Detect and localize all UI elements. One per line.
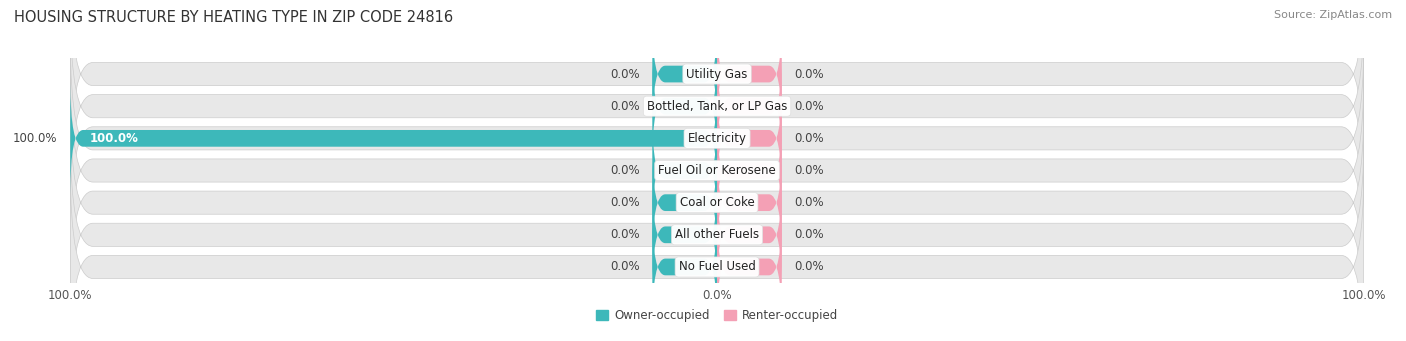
FancyBboxPatch shape (717, 50, 782, 162)
FancyBboxPatch shape (652, 18, 717, 130)
Text: Bottled, Tank, or LP Gas: Bottled, Tank, or LP Gas (647, 100, 787, 113)
Text: 100.0%: 100.0% (90, 132, 139, 145)
Text: 100.0%: 100.0% (13, 132, 58, 145)
Text: Coal or Coke: Coal or Coke (679, 196, 755, 209)
Text: 0.0%: 0.0% (794, 100, 824, 113)
FancyBboxPatch shape (70, 0, 1364, 175)
FancyBboxPatch shape (717, 211, 782, 323)
Text: Fuel Oil or Kerosene: Fuel Oil or Kerosene (658, 164, 776, 177)
Text: 0.0%: 0.0% (610, 68, 640, 80)
FancyBboxPatch shape (70, 166, 1364, 341)
Text: Source: ZipAtlas.com: Source: ZipAtlas.com (1274, 10, 1392, 20)
Text: 0.0%: 0.0% (794, 164, 824, 177)
FancyBboxPatch shape (717, 147, 782, 258)
Text: 0.0%: 0.0% (794, 228, 824, 241)
Text: 0.0%: 0.0% (794, 261, 824, 273)
FancyBboxPatch shape (70, 134, 1364, 336)
Text: 0.0%: 0.0% (794, 68, 824, 80)
FancyBboxPatch shape (70, 38, 1364, 239)
FancyBboxPatch shape (70, 70, 1364, 271)
Text: 0.0%: 0.0% (610, 164, 640, 177)
Text: HOUSING STRUCTURE BY HEATING TYPE IN ZIP CODE 24816: HOUSING STRUCTURE BY HEATING TYPE IN ZIP… (14, 10, 453, 25)
FancyBboxPatch shape (652, 179, 717, 291)
FancyBboxPatch shape (717, 18, 782, 130)
FancyBboxPatch shape (717, 83, 782, 194)
FancyBboxPatch shape (652, 50, 717, 162)
FancyBboxPatch shape (652, 211, 717, 323)
Text: 0.0%: 0.0% (794, 196, 824, 209)
Text: 0.0%: 0.0% (794, 132, 824, 145)
Text: 0.0%: 0.0% (610, 228, 640, 241)
Text: 0.0%: 0.0% (610, 100, 640, 113)
FancyBboxPatch shape (652, 115, 717, 226)
Text: No Fuel Used: No Fuel Used (679, 261, 755, 273)
FancyBboxPatch shape (70, 83, 717, 194)
Text: 0.0%: 0.0% (610, 196, 640, 209)
FancyBboxPatch shape (717, 179, 782, 291)
FancyBboxPatch shape (70, 102, 1364, 303)
Text: Utility Gas: Utility Gas (686, 68, 748, 80)
FancyBboxPatch shape (652, 147, 717, 258)
Text: All other Fuels: All other Fuels (675, 228, 759, 241)
Legend: Owner-occupied, Renter-occupied: Owner-occupied, Renter-occupied (592, 304, 842, 327)
FancyBboxPatch shape (70, 5, 1364, 207)
Text: Electricity: Electricity (688, 132, 747, 145)
Text: 0.0%: 0.0% (610, 261, 640, 273)
FancyBboxPatch shape (717, 115, 782, 226)
